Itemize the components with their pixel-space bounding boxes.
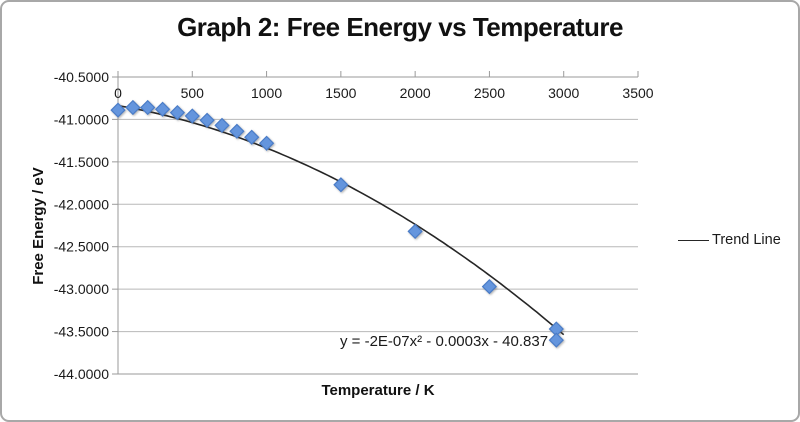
x-tick-label: 2500 (474, 85, 505, 101)
x-tick-label: 2000 (400, 85, 431, 101)
y-tick-label: -43.0000 (54, 281, 109, 297)
data-point-marker (214, 117, 230, 134)
data-point-marker (333, 177, 349, 193)
legend-label: Trend Line (712, 232, 781, 248)
chart-title: Graph 2: Free Energy vs Temperature (177, 12, 623, 42)
x-tick-label: 0 (114, 85, 122, 101)
data-point-marker (154, 101, 171, 117)
data-point-marker (229, 123, 245, 139)
trend-line-path (117, 104, 565, 336)
data-point-marker (548, 321, 564, 337)
data-points (110, 99, 564, 348)
data-point-marker (481, 278, 498, 295)
data-point-marker (244, 129, 260, 145)
y-tick-label: -40.5000 (54, 69, 109, 85)
x-tick-label: 500 (181, 85, 205, 101)
legend: Trend Line (678, 230, 781, 250)
y-tick-label: -44.0000 (54, 366, 109, 382)
data-point-marker (258, 135, 275, 151)
data-point-marker (199, 112, 215, 128)
x-tick-label: 3000 (548, 85, 579, 101)
x-tick-label: 3500 (622, 85, 653, 101)
data-point-marker (110, 102, 126, 118)
x-tick-label: 1000 (251, 85, 282, 101)
data-point-marker (169, 104, 186, 121)
data-point-marker (407, 223, 423, 240)
trend-line-legend-sample (678, 239, 709, 241)
data-point-marker (125, 99, 141, 116)
y-tick-label: -42.0000 (54, 196, 109, 212)
data-point-marker (184, 108, 200, 124)
data-point-marker (548, 332, 564, 348)
y-tick-label: -41.0000 (54, 111, 109, 127)
y-tick-label: -41.5000 (54, 154, 109, 170)
data-point-marker (140, 99, 156, 116)
x-axis-title: Temperature / K (321, 382, 435, 399)
y-tick-label: -43.5000 (54, 324, 109, 340)
trendline-equation: y = -2E-07x² - 0.0003x - 40.837 (340, 333, 549, 350)
x-tick-label: 1500 (325, 85, 356, 101)
y-tick-label: -42.5000 (54, 239, 109, 255)
